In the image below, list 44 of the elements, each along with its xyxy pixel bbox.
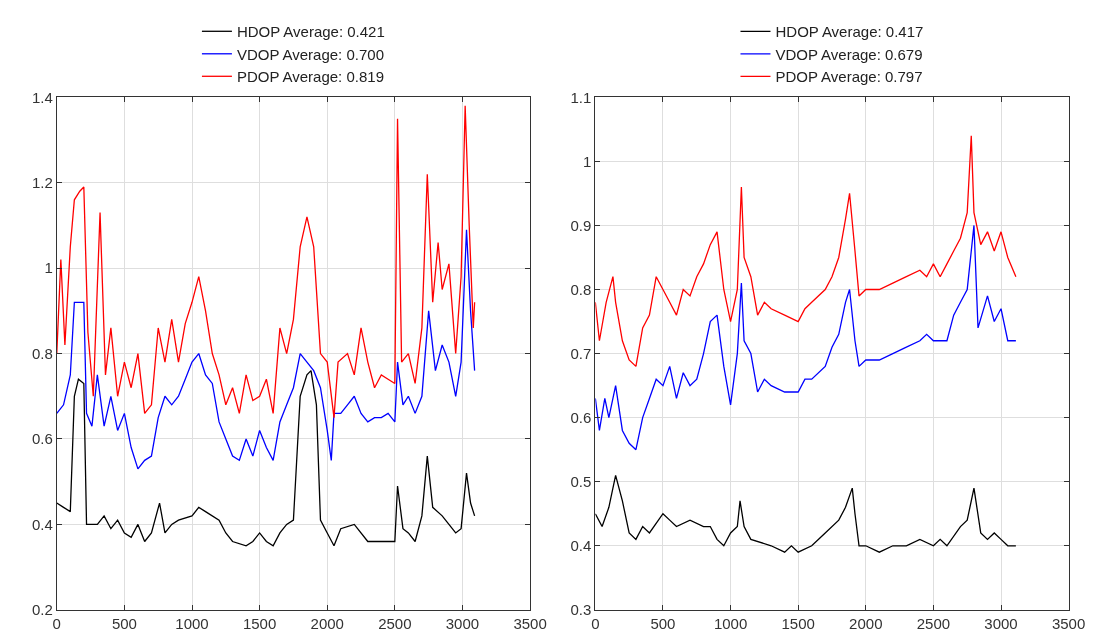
y-tick-label: 0.6 [31, 430, 53, 448]
x-tick-label: 2500 [378, 614, 412, 632]
y-tick-label: 1.2 [31, 173, 53, 191]
x-tick-label: 1500 [242, 614, 277, 632]
y-tick-label: 0.3 [570, 601, 592, 619]
x-tick-label: 1500 [781, 614, 815, 632]
legend-label: PDOP Average: 0.797 [775, 68, 923, 86]
y-tick-label: 0.9 [570, 216, 592, 234]
line-series [595, 135, 1017, 368]
x-tick-label: 3500 [1051, 614, 1086, 632]
line-series [56, 105, 476, 419]
y-tick-label: 0.8 [31, 344, 53, 362]
line-series [595, 474, 1017, 553]
y-tick-label: 1.1 [570, 88, 592, 106]
x-tick-label: 2000 [849, 614, 883, 632]
y-tick-label: 0.4 [31, 515, 53, 533]
x-tick-label: 1000 [175, 614, 209, 632]
line-series [56, 370, 476, 547]
x-tick-label: 3500 [513, 614, 547, 632]
line-series [595, 224, 1017, 451]
y-tick-label: 0.7 [570, 344, 592, 362]
y-tick-label: 0.6 [570, 408, 592, 426]
x-tick-label: 1000 [713, 614, 748, 632]
x-tick-label: 3000 [984, 614, 1018, 632]
y-tick-label: 0.4 [570, 537, 592, 555]
y-tick-label: 1 [44, 259, 53, 277]
y-tick-label: 1.4 [31, 88, 53, 106]
legend-label: HDOP Average: 0.417 [775, 23, 924, 41]
y-tick-label: 0.5 [570, 472, 592, 490]
x-tick-label: 0 [52, 614, 61, 632]
legend-label: VDOP Average: 0.700 [236, 45, 384, 63]
x-tick-label: 2500 [916, 614, 951, 632]
x-tick-label: 500 [650, 614, 676, 632]
x-tick-label: 0 [591, 614, 600, 632]
x-tick-label: 500 [111, 614, 137, 632]
legend-label: PDOP Average: 0.819 [236, 68, 384, 86]
legend-label: HDOP Average: 0.421 [236, 23, 385, 41]
y-tick-label: 0.8 [570, 280, 592, 298]
legend-label: VDOP Average: 0.679 [775, 45, 923, 63]
y-tick-label: 1 [583, 152, 592, 170]
x-tick-label: 3000 [445, 614, 480, 632]
line-series [56, 229, 476, 470]
x-tick-label: 2000 [310, 614, 344, 632]
y-tick-label: 0.2 [31, 601, 53, 619]
